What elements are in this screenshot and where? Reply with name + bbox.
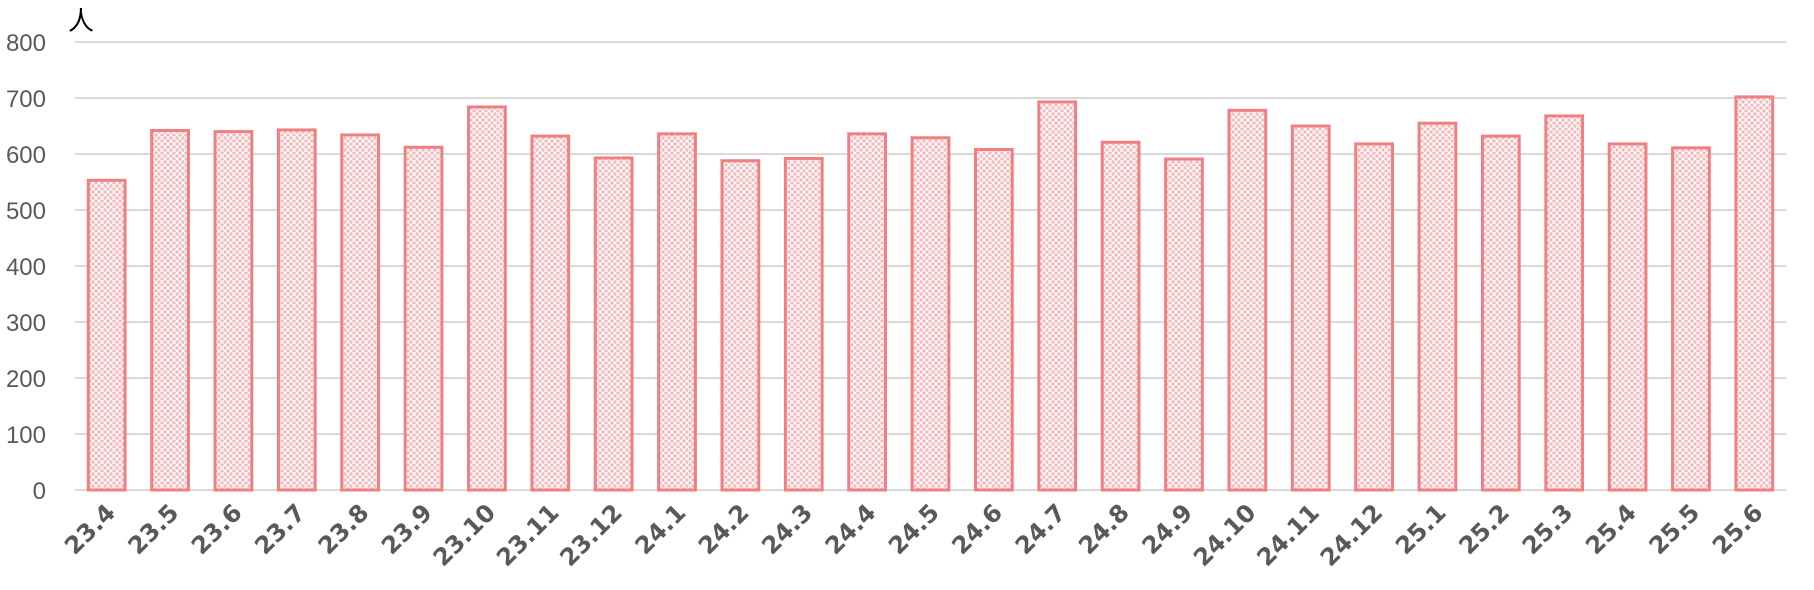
- bar-24.5: [910, 136, 951, 492]
- x-tick-label: 25.5: [1644, 498, 1706, 560]
- bar-25.6: [1734, 95, 1775, 492]
- y-tick-label: 500: [6, 198, 46, 225]
- x-tick-label: 23.8: [313, 498, 375, 560]
- y-tick-label: 600: [6, 142, 46, 169]
- bar-24.10: [1227, 108, 1268, 492]
- bar-23.11: [530, 134, 571, 492]
- bar-23.7: [276, 128, 317, 492]
- bar-25.1: [1417, 121, 1458, 492]
- bar-24.1: [657, 132, 697, 492]
- x-tick-label: 23.12: [554, 498, 627, 571]
- x-tick-label: 23.7: [249, 498, 311, 560]
- bar-23.9: [403, 145, 444, 492]
- x-tick-label: 24.2: [693, 498, 755, 560]
- x-tick-label: 23.11: [491, 498, 564, 571]
- bar-23.6: [213, 130, 254, 492]
- y-tick-label: 700: [6, 86, 46, 113]
- x-tick-label: 23.5: [123, 498, 185, 560]
- x-tick-label: 25.2: [1453, 498, 1515, 560]
- x-tick-label: 24.3: [756, 498, 818, 560]
- bar-25.3: [1544, 114, 1585, 492]
- bar-24.7: [1037, 100, 1078, 492]
- bar-24.6: [973, 148, 1014, 492]
- y-axis-ticks: 0 100 200 300 400 500 600 700 800: [6, 30, 46, 505]
- bar-24.4: [847, 132, 888, 492]
- x-tick-label: 23.10: [428, 498, 501, 571]
- bar-25.5: [1671, 146, 1711, 492]
- y-tick-label: 100: [6, 422, 46, 449]
- x-tick-label: 23.6: [186, 498, 248, 560]
- x-tick-label: 25.6: [1707, 498, 1769, 560]
- bar-24.12: [1354, 142, 1394, 492]
- x-tick-label: 24.10: [1188, 498, 1261, 571]
- y-tick-label: 0: [33, 478, 46, 505]
- bar-25.4: [1607, 142, 1648, 492]
- bar-24.3: [783, 156, 824, 492]
- x-tick-label: 24.7: [1010, 498, 1072, 560]
- bar-24.8: [1100, 140, 1141, 492]
- bar-23.4: [86, 178, 127, 492]
- x-tick-label: 24.11: [1251, 498, 1324, 571]
- y-tick-label: 300: [6, 310, 46, 337]
- x-tick-label: 25.4: [1580, 498, 1642, 560]
- x-tick-label: 24.1: [630, 498, 692, 560]
- bar-23.12: [593, 156, 634, 492]
- x-tick-label: 24.12: [1315, 498, 1388, 571]
- bar-23.10: [467, 105, 507, 492]
- y-tick-label: 400: [6, 254, 46, 281]
- x-tick-label: 25.3: [1517, 498, 1579, 560]
- bar-25.2: [1480, 134, 1521, 492]
- y-tick-label: 200: [6, 366, 46, 393]
- x-tick-label: 24.4: [820, 498, 882, 560]
- x-tick-label: 24.8: [1073, 498, 1135, 560]
- bar-24.2: [720, 159, 761, 492]
- bar-23.8: [340, 133, 381, 492]
- bar-23.5: [150, 128, 190, 492]
- y-tick-label: 800: [6, 30, 46, 57]
- x-tick-label: 24.6: [946, 498, 1008, 560]
- y-axis-unit-label: 人: [68, 7, 94, 37]
- bar-24.11: [1290, 124, 1331, 492]
- x-tick-label: 25.1: [1390, 498, 1452, 560]
- x-tick-label: 24.5: [883, 498, 945, 560]
- bars: [86, 95, 1775, 492]
- bar-24.9: [1164, 157, 1204, 492]
- x-tick-label: 23.4: [59, 498, 121, 560]
